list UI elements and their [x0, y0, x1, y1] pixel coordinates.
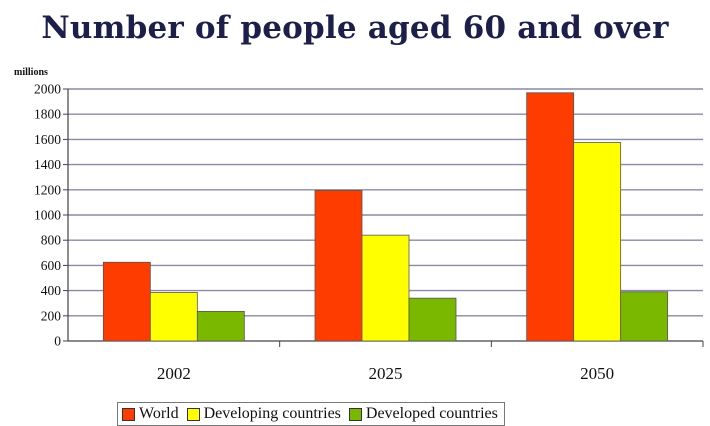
y-axis-label: millions: [14, 67, 48, 78]
legend-swatch: [348, 407, 362, 421]
y-tick-label: 2000: [34, 82, 61, 97]
x-tick-label: 2050: [580, 364, 614, 383]
legend: World Developing countries Developed count…: [117, 402, 505, 426]
legend-item: World: [122, 405, 179, 423]
bar: [314, 190, 363, 342]
y-tick-label: 0: [54, 334, 61, 349]
legend-label: Developing countries: [203, 405, 341, 422]
bar: [408, 297, 457, 342]
y-tick-label: 1200: [34, 182, 61, 197]
chart-title: Number of people aged 60 and over: [41, 10, 669, 46]
bar: [573, 142, 622, 342]
y-tick-label: 800: [41, 233, 62, 248]
y-tick-label: 600: [41, 258, 62, 273]
y-tick-label: 400: [41, 283, 62, 298]
legend-swatch: [122, 407, 135, 421]
bar-chart: 0 200 400 600 800 1000 1200 1400 1600 1800 2000 mil…: [14, 67, 704, 383]
bar: [620, 291, 669, 342]
bar: [196, 310, 245, 342]
legend-swatch: [186, 407, 200, 421]
legend-label: Developed countries: [365, 405, 498, 422]
x-tick-label: 2025: [369, 364, 403, 383]
bar: [149, 292, 198, 342]
y-tick-label: 1800: [34, 107, 61, 122]
bar: [102, 261, 151, 342]
x-tick-label: 2002: [157, 364, 191, 383]
bar: [361, 234, 410, 342]
legend-item: Developed countries: [348, 405, 498, 423]
y-tick-label: 1400: [34, 157, 61, 172]
y-tick-label: 1000: [34, 208, 61, 223]
y-tick-label: 1600: [34, 132, 61, 147]
y-tick-label: 200: [41, 308, 62, 323]
legend-label: World: [139, 405, 179, 422]
bar: [526, 92, 575, 342]
legend-item: Developing countries: [186, 405, 341, 423]
